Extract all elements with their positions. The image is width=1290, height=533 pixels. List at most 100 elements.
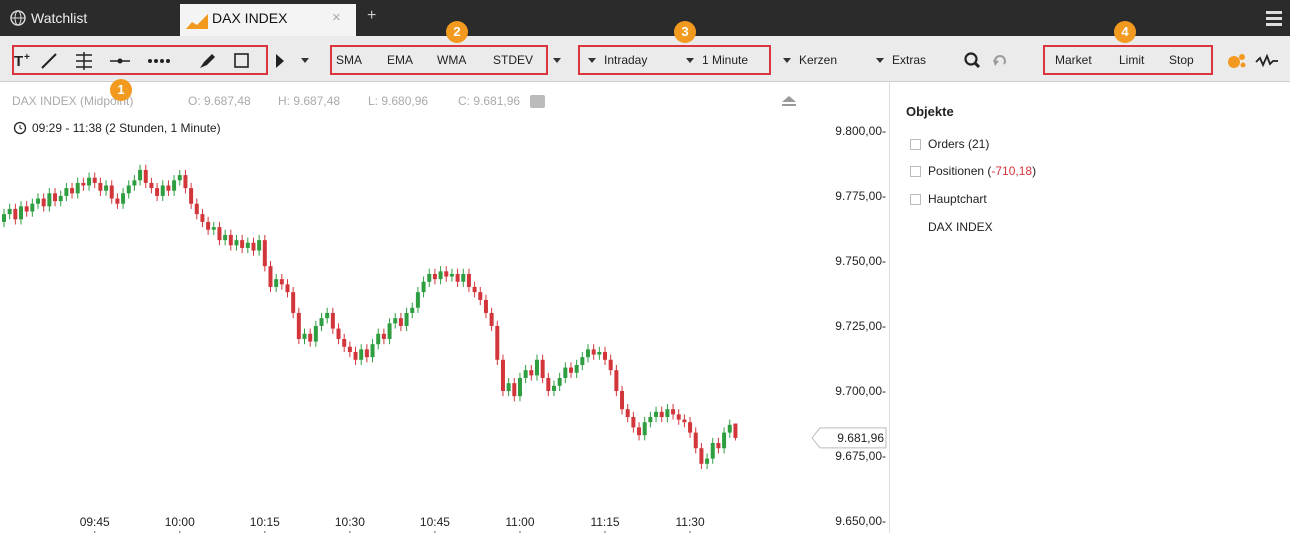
candle-body	[404, 312, 409, 326]
tree-item[interactable]: Orders (21)	[928, 137, 990, 151]
candle-body	[478, 292, 483, 300]
indicator[interactable]: SMA	[336, 53, 363, 67]
x-tick-label: 11:30	[675, 515, 704, 529]
time-range: 09:29 - 11:38 (2 Stunden, 1 Minute)	[32, 121, 221, 135]
view-icons[interactable]	[1226, 52, 1282, 70]
panel-title: Objekte	[906, 104, 954, 119]
candle-body	[13, 208, 18, 220]
menu-icon[interactable]	[1266, 10, 1282, 26]
candle-body	[381, 333, 386, 339]
candle-body	[512, 383, 517, 397]
candle-body	[455, 273, 460, 282]
svg-text:T: T	[14, 53, 23, 70]
tab-close[interactable]: ×	[332, 9, 341, 26]
candle-body	[115, 198, 120, 204]
tree-item[interactable]: Positionen (-710,18)	[928, 164, 1036, 178]
candle-body	[676, 414, 681, 420]
candle-body	[132, 180, 137, 186]
candle-body	[268, 266, 273, 287]
candle-body	[614, 370, 619, 391]
order-market[interactable]: Market	[1055, 53, 1092, 67]
candle-body	[563, 367, 568, 378]
candle-body	[296, 312, 301, 339]
candle-body	[166, 185, 171, 191]
candle-body	[30, 203, 35, 212]
candle-body	[200, 214, 205, 222]
order-limit[interactable]: Limit	[1119, 53, 1145, 67]
candle-body	[302, 333, 307, 339]
y-tick-label: 9.775,00-	[835, 189, 886, 203]
collapse-icon[interactable]	[782, 96, 796, 102]
candle-body	[109, 185, 114, 199]
candle-body	[506, 383, 511, 391]
candle-body	[432, 273, 437, 280]
candle-body	[534, 359, 539, 376]
candle-body	[126, 185, 131, 194]
candle-body	[671, 409, 676, 415]
candle-body	[330, 312, 335, 329]
candle-body	[228, 234, 233, 246]
candle-body	[138, 169, 143, 181]
candle-body	[41, 198, 46, 207]
ohlc-label: L: 9.680,96	[368, 94, 428, 108]
candle-body	[87, 177, 92, 186]
candle-body	[693, 432, 698, 449]
dropdown-arrow[interactable]	[553, 58, 561, 64]
candle-body	[240, 240, 245, 248]
tab-active[interactable]: DAX INDEX ×	[180, 4, 356, 36]
candle-body	[529, 370, 534, 376]
candle-body	[19, 206, 24, 220]
top-bar: Watchlist DAX INDEX × +	[0, 0, 1290, 36]
candle-body	[24, 206, 29, 212]
candle-body	[495, 325, 500, 360]
x-tick-label: 09:45	[80, 515, 110, 529]
candle-body	[313, 325, 318, 342]
period-interval[interactable]: 1 Minute	[702, 53, 749, 67]
indicator[interactable]: STDEV	[493, 53, 534, 67]
candle-body	[370, 344, 375, 358]
drawing-tools[interactable]: T +	[14, 50, 324, 72]
candle-body	[722, 432, 727, 449]
candle-body	[206, 221, 211, 230]
candle-body	[705, 458, 710, 464]
indicator[interactable]: EMA	[387, 53, 414, 67]
y-tick-label: 9.750,00-	[835, 254, 886, 268]
candle-body	[47, 193, 52, 207]
candle-body	[523, 370, 528, 378]
candle-body	[500, 359, 505, 391]
candle-body	[70, 188, 75, 194]
zoom-undo[interactable]	[964, 52, 1014, 70]
tree-item[interactable]: Hauptchart	[928, 192, 987, 206]
candle-body	[92, 177, 97, 183]
candle-body	[393, 318, 398, 324]
period-range[interactable]: Intraday	[604, 53, 648, 67]
candle-body	[342, 338, 347, 347]
candle-body	[608, 359, 613, 371]
tab-title: DAX INDEX	[212, 10, 288, 26]
candle-body	[733, 423, 738, 438]
candle-body	[421, 281, 426, 293]
candle-body	[274, 279, 279, 287]
candle-body	[546, 377, 551, 391]
candle-body	[410, 307, 415, 313]
candle-body	[654, 411, 659, 417]
chart-type[interactable]: Kerzen	[799, 53, 838, 67]
candle-body	[353, 351, 358, 360]
svg-text:+: +	[24, 52, 30, 63]
candle-body	[359, 349, 364, 360]
tab-watchlist[interactable]: Watchlist	[31, 10, 88, 26]
candle-body	[597, 351, 602, 355]
candle-body	[688, 422, 693, 433]
tree-item[interactable]: DAX INDEX	[928, 220, 993, 234]
candle-body	[620, 390, 625, 410]
candle-body	[2, 214, 6, 222]
tab-add[interactable]: +	[367, 7, 377, 24]
candle-body	[648, 416, 653, 423]
extras[interactable]: Extras	[892, 53, 927, 67]
settings-icon[interactable]	[530, 95, 545, 108]
badge: 3	[674, 21, 696, 43]
candle-body	[387, 323, 392, 339]
indicator[interactable]: WMA	[437, 53, 467, 67]
candle-body	[586, 349, 591, 358]
order-stop[interactable]: Stop	[1169, 53, 1194, 67]
